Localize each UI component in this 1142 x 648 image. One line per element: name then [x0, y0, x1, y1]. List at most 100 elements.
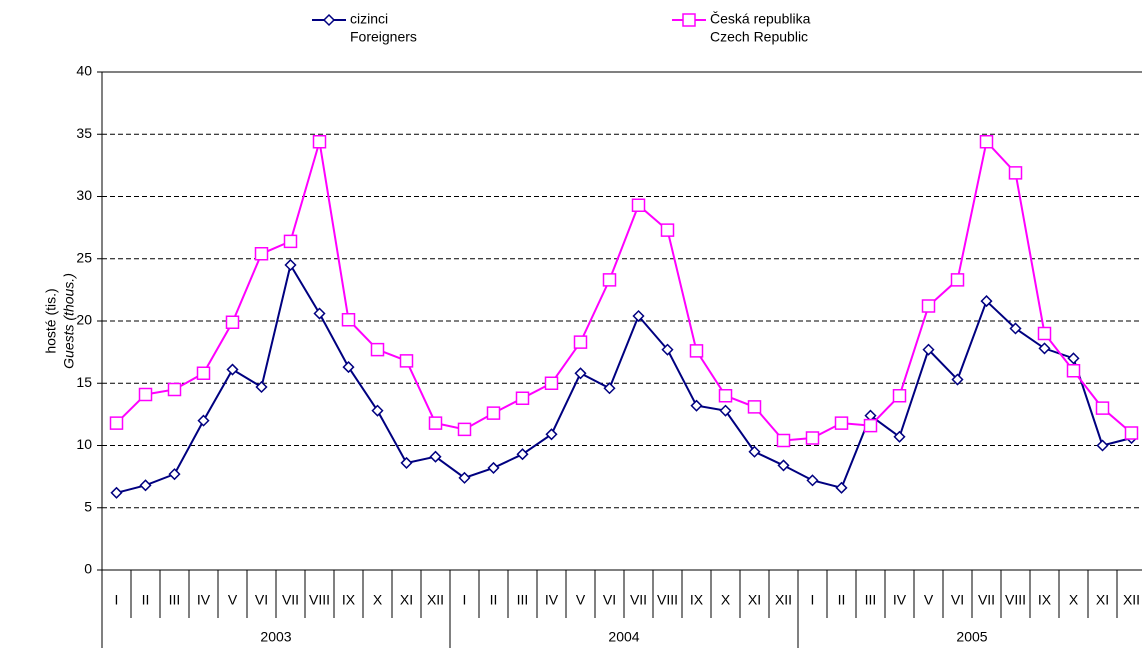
- data-point: [545, 428, 558, 441]
- data-point: [458, 471, 471, 484]
- data-point: [284, 258, 297, 272]
- x-tick-label: II: [490, 592, 498, 608]
- data-point: [747, 400, 762, 414]
- y-tick-label: 20: [76, 312, 92, 328]
- data-point: [892, 388, 907, 403]
- x-tick-label: XI: [1096, 592, 1109, 608]
- data-point: [689, 344, 704, 358]
- x-tick-label: VI: [951, 592, 964, 608]
- y-tick-label: 5: [84, 498, 92, 514]
- data-point: [922, 343, 935, 356]
- data-point: [951, 373, 964, 386]
- data-point: [1009, 322, 1022, 335]
- data-point: [400, 456, 413, 469]
- legend-label: Česká republika: [710, 11, 811, 27]
- x-tick-label: VII: [282, 592, 299, 608]
- x-tick-label: V: [228, 592, 238, 608]
- x-tick-label: III: [169, 592, 181, 608]
- x-tick-label: II: [142, 592, 150, 608]
- y-axis-label: Guests (thous.): [61, 273, 77, 369]
- x-tick-label: VII: [630, 592, 647, 608]
- data-point: [109, 416, 124, 430]
- data-point: [429, 450, 442, 463]
- legend-label: cizinci: [350, 11, 388, 27]
- data-point: [602, 273, 617, 287]
- data-point: [139, 479, 152, 492]
- data-point: [921, 299, 936, 313]
- x-tick-label: XI: [400, 592, 413, 608]
- data-point: [805, 431, 820, 445]
- data-point: [342, 361, 355, 374]
- y-tick-label: 25: [76, 249, 92, 265]
- data-point: [138, 387, 153, 402]
- data-point: [719, 404, 732, 417]
- data-point: [777, 459, 790, 472]
- legend-label: Foreigners: [350, 29, 417, 45]
- data-point: [574, 367, 587, 380]
- x-tick-label: IX: [1038, 592, 1052, 608]
- x-tick-label: IV: [545, 592, 559, 608]
- legend-marker: [322, 13, 336, 27]
- x-tick-label: VIII: [657, 592, 678, 608]
- data-point: [1067, 352, 1080, 365]
- x-tick-label: V: [576, 592, 586, 608]
- x-tick-label: VIII: [1005, 592, 1026, 608]
- x-tick-label: III: [517, 592, 529, 608]
- data-point: [254, 247, 269, 261]
- data-point: [1037, 326, 1052, 341]
- series-line: [116, 262, 1132, 494]
- y-tick-label: 40: [76, 63, 92, 79]
- data-point: [1124, 426, 1139, 440]
- y-tick-label: 0: [84, 561, 92, 577]
- data-point: [370, 342, 385, 357]
- data-point: [516, 448, 529, 461]
- data-point: [1066, 364, 1081, 378]
- data-point: [226, 363, 239, 376]
- data-point: [1038, 342, 1051, 355]
- x-tick-label: I: [811, 592, 815, 608]
- data-point: [718, 388, 733, 403]
- x-tick-label: IX: [690, 592, 704, 608]
- y-tick-label: 15: [76, 374, 92, 390]
- x-tick-label: XII: [427, 592, 444, 608]
- data-point: [776, 433, 791, 448]
- data-point: [255, 380, 268, 394]
- data-point: [313, 307, 326, 320]
- data-point: [457, 422, 472, 437]
- x-tick-label: X: [721, 592, 731, 608]
- y-tick-label: 35: [76, 125, 92, 141]
- data-point: [283, 234, 298, 249]
- data-point: [486, 406, 501, 420]
- data-point: [312, 134, 327, 149]
- x-tick-label: X: [1069, 592, 1079, 608]
- data-point: [110, 486, 123, 499]
- x-tick-label: IV: [197, 592, 211, 608]
- x-tick-label: XI: [748, 592, 761, 608]
- data-point: [196, 366, 211, 381]
- data-point: [979, 134, 994, 149]
- data-point: [603, 382, 616, 395]
- x-group-label: 2003: [260, 629, 291, 645]
- y-axis-label: hosté (tis.): [43, 288, 59, 353]
- x-tick-label: VI: [603, 592, 616, 608]
- data-point: [487, 461, 500, 474]
- data-point: [835, 481, 848, 494]
- data-point: [1096, 439, 1109, 452]
- data-point: [748, 445, 761, 458]
- data-point: [631, 198, 646, 212]
- x-tick-label: II: [838, 592, 846, 608]
- data-point: [950, 273, 965, 287]
- data-point: [806, 474, 819, 487]
- data-point: [661, 343, 674, 356]
- x-tick-label: III: [865, 592, 877, 608]
- data-point: [573, 335, 588, 349]
- data-point: [197, 414, 210, 427]
- data-point: [690, 399, 703, 412]
- x-tick-label: I: [463, 592, 467, 608]
- data-point: [1008, 166, 1023, 180]
- x-tick-label: VIII: [309, 592, 330, 608]
- data-point: [371, 404, 384, 417]
- x-tick-label: IX: [342, 592, 356, 608]
- x-group-label: 2005: [956, 629, 987, 645]
- data-point: [660, 223, 675, 237]
